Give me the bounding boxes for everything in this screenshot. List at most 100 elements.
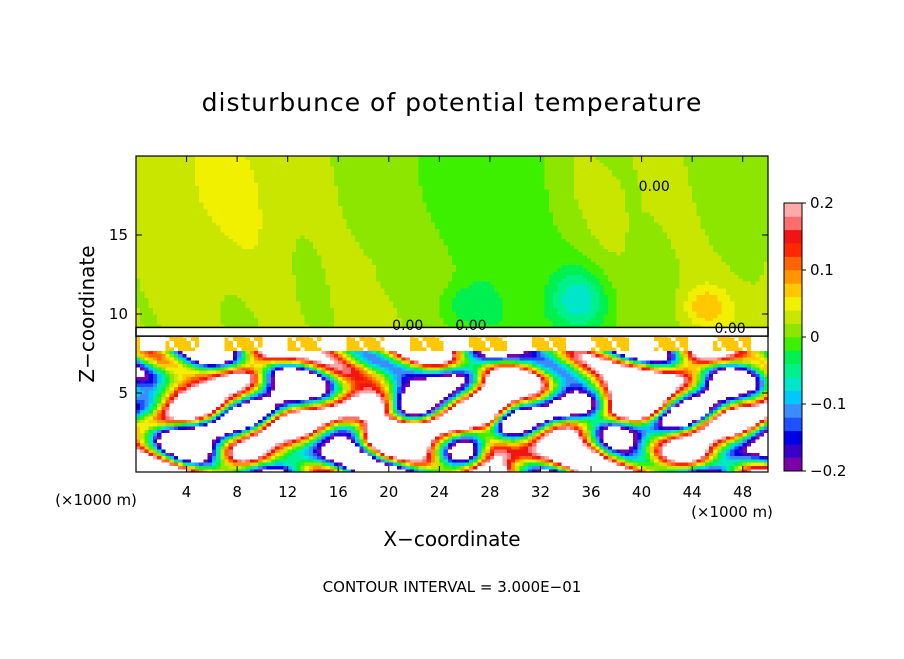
heatmap-cell	[721, 432, 727, 437]
heatmap-cell	[569, 432, 575, 437]
heatmap-cell	[540, 439, 546, 443]
heatmap-cell	[283, 429, 289, 434]
heatmap-cell	[502, 442, 508, 447]
heatmap-cell	[334, 448, 339, 453]
heatmap-cell	[599, 425, 605, 430]
heatmap-cell	[515, 429, 521, 434]
heatmap-cell	[704, 455, 710, 460]
heatmap-cell	[515, 465, 521, 470]
heatmap-cell	[700, 425, 706, 430]
heatmap-cell	[182, 462, 188, 467]
heatmap-cell	[325, 435, 331, 440]
heatmap-cell	[721, 425, 727, 430]
heatmap-cell	[220, 445, 226, 450]
heatmap-cell	[367, 455, 373, 460]
heatmap-cell	[544, 439, 550, 443]
heatmap-cell	[742, 439, 748, 443]
heatmap-cell	[418, 435, 424, 440]
heatmap-cell	[624, 455, 630, 460]
heatmap-cell	[241, 462, 247, 467]
heatmap-cell	[148, 462, 154, 467]
heatmap-cell	[746, 439, 752, 443]
heatmap-cell	[751, 452, 756, 457]
heatmap-cell	[671, 455, 676, 460]
heatmap-cell	[683, 429, 689, 434]
heatmap-cell	[312, 429, 318, 434]
heatmap-cell	[675, 432, 681, 437]
heatmap-cell	[746, 468, 752, 472]
heatmap-cell	[759, 442, 765, 447]
heatmap-cell	[586, 462, 592, 467]
heatmap-cell	[422, 435, 428, 440]
heatmap-cell	[232, 439, 238, 443]
heatmap-cell	[418, 442, 424, 447]
heatmap-cell	[329, 439, 335, 443]
heatmap-cell	[751, 462, 756, 467]
heatmap-cell	[742, 458, 748, 463]
heatmap-cell	[207, 465, 213, 470]
heatmap-cell	[510, 435, 516, 440]
heatmap-cell	[148, 468, 154, 472]
heatmap-cell	[595, 445, 601, 450]
heatmap-cell	[270, 425, 276, 430]
heatmap-cell	[190, 462, 196, 467]
heatmap-cell	[152, 435, 158, 440]
heatmap-cell	[506, 452, 512, 457]
heatmap-cell	[624, 465, 630, 470]
heatmap-cell	[515, 452, 521, 457]
heatmap-cell	[447, 458, 453, 463]
heatmap-cell	[190, 452, 196, 457]
heatmap-cell	[224, 445, 230, 450]
heatmap-cell	[253, 468, 259, 472]
heatmap-cell	[182, 465, 188, 470]
heatmap-cell	[144, 429, 150, 434]
heatmap-cell	[607, 458, 613, 463]
heatmap-cell	[144, 462, 150, 467]
heatmap-cell	[359, 429, 365, 434]
heatmap-cell	[721, 452, 727, 457]
heatmap-cell	[224, 442, 230, 447]
heatmap-cell	[418, 465, 424, 470]
heatmap-cell	[456, 452, 462, 457]
heatmap-cell	[468, 435, 474, 440]
heatmap-cell	[426, 442, 432, 447]
heatmap-cell	[346, 432, 352, 437]
heatmap-cell	[544, 448, 550, 453]
heatmap-cell	[241, 465, 247, 470]
heatmap-cell	[136, 445, 141, 450]
heatmap-cell	[540, 462, 546, 467]
heatmap-cell	[540, 425, 546, 430]
heatmap-cell	[439, 458, 445, 463]
heatmap-cell	[506, 448, 512, 453]
heatmap-cell	[249, 425, 255, 430]
heatmap-cell	[717, 445, 723, 450]
heatmap-cell	[721, 439, 727, 443]
heatmap-cell	[232, 442, 238, 447]
heatmap-cell	[165, 458, 171, 463]
heatmap-cell	[136, 432, 141, 437]
heatmap-cell	[253, 455, 259, 460]
heatmap-cell	[249, 429, 255, 434]
heatmap-cell	[148, 458, 154, 463]
heatmap-cell	[270, 458, 276, 463]
heatmap-cell	[363, 442, 369, 447]
heatmap-cell	[275, 462, 280, 467]
heatmap-cell	[645, 442, 651, 447]
heatmap-cell	[262, 468, 268, 472]
heatmap-cell	[304, 468, 310, 472]
heatmap-cell	[321, 448, 327, 453]
heatmap-cell	[654, 468, 660, 472]
heatmap-cell	[384, 445, 390, 450]
heatmap-cell	[730, 425, 735, 430]
heatmap-cell	[220, 465, 226, 470]
heatmap-cell	[262, 465, 268, 470]
heatmap-cell	[519, 435, 525, 440]
heatmap-cell	[548, 445, 554, 450]
heatmap-cell	[709, 439, 714, 443]
heatmap-cell	[662, 435, 668, 440]
heatmap-cell	[371, 468, 377, 472]
heatmap-cell	[220, 458, 226, 463]
heatmap-cell	[540, 442, 546, 447]
heatmap-cell	[456, 445, 462, 450]
heatmap-cell	[203, 462, 209, 467]
